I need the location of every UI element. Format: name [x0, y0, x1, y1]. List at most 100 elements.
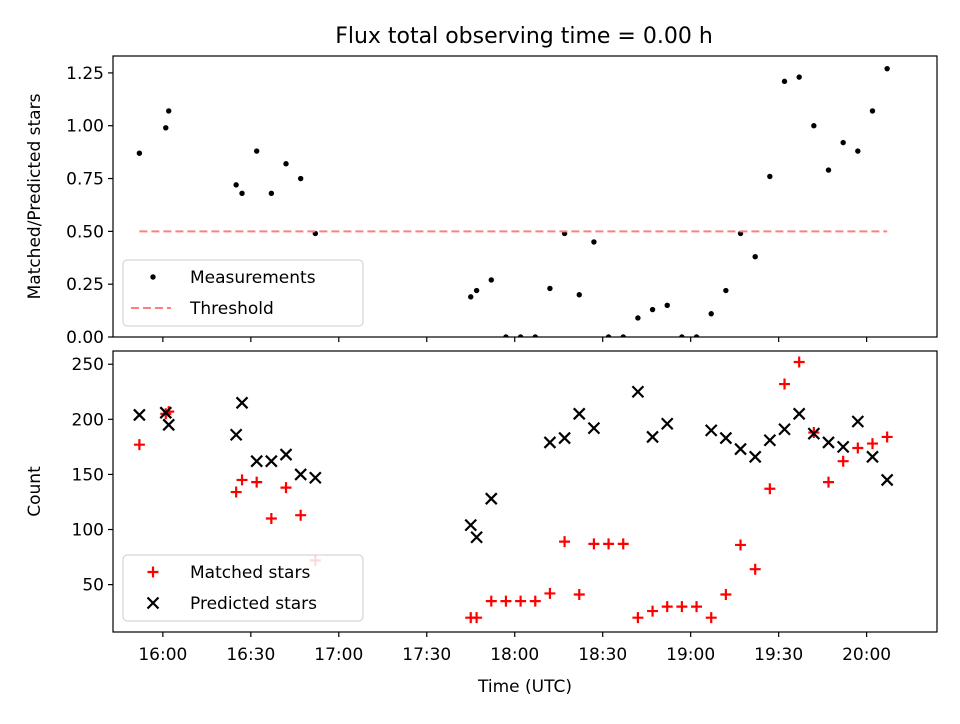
predicted-stars-point-7: [279, 448, 293, 461]
predicted-stars-point-6: [265, 454, 278, 468]
matched-stars-point-21: [617, 538, 629, 550]
matched-stars-point-28: [720, 589, 732, 601]
measurements-point-36: [840, 139, 846, 146]
legend-label: Measurements: [190, 268, 316, 288]
measurements-point-14: [517, 334, 524, 337]
predicted-stars-point-30: [851, 415, 865, 428]
matched-stars-point-26: [691, 601, 703, 613]
matched-stars-point-16: [544, 587, 556, 599]
x-tick-label: 18:00: [490, 645, 539, 665]
predicted-stars-point-31: [866, 450, 879, 464]
predicted-stars-point-32: [880, 473, 894, 487]
predicted-stars-point-14: [558, 431, 571, 445]
matched-stars-point-24: [661, 601, 673, 613]
matched-stars-point-25: [676, 601, 688, 613]
matched-stars-point-35: [823, 476, 835, 488]
plot-frame: [112, 55, 938, 338]
predicted-stars-point-21: [719, 431, 733, 445]
legend-label: Predicted stars: [190, 594, 317, 614]
predicted-stars-point-18: [646, 430, 659, 444]
legend-label: Threshold: [189, 299, 274, 319]
predicted-stars-point-27: [807, 427, 821, 440]
matched-stars-point-7: [280, 482, 292, 494]
measurements-point-20: [605, 334, 612, 337]
predicted-stars-point-22: [734, 442, 747, 456]
x-axis-label: Time (UTC): [477, 677, 572, 697]
matched-stars-point-23: [647, 605, 659, 617]
x-tick-label: 16:00: [138, 645, 187, 665]
legend-box: [122, 554, 364, 622]
legend: Matched stars Predicted stars: [122, 554, 364, 622]
measurements-point-7: [283, 161, 289, 167]
matched-stars-point-0: [133, 439, 145, 451]
matched-stars-point-37: [852, 442, 864, 454]
matched-stars-point-31: [764, 483, 776, 495]
measurements-point-25: [679, 334, 685, 337]
measurements-point-30: [752, 254, 758, 260]
matched-stars-point-13: [500, 595, 512, 607]
measurements-point-26: [693, 334, 700, 337]
measurements-point-18: [576, 292, 582, 298]
matched-stars-point-29: [735, 539, 747, 551]
measurements-point-22: [635, 315, 641, 321]
data-layer: [133, 356, 894, 624]
matched-stars-point-3: [230, 486, 242, 498]
predicted-stars-point-8: [294, 468, 307, 481]
measurements-point-11: [473, 287, 480, 294]
y-axis-label: Matched/Predicted stars: [25, 93, 45, 299]
ratio-panel: 0.00 0.25 0.50 0.75 1.00 1.25 Matched/Predicte…: [25, 55, 938, 348]
x-tick-label: 19:00: [666, 645, 715, 665]
measurements-point-2: [166, 108, 172, 114]
measurements-point-3: [233, 182, 239, 188]
measurements-point-15: [532, 334, 538, 337]
x-tick-label: 17:00: [314, 645, 363, 665]
measurements-point-1: [163, 125, 169, 131]
y-tick-label: 1.25: [66, 64, 104, 84]
measurements-point-10: [468, 294, 474, 300]
y-tick-label: 0.50: [66, 222, 104, 242]
predicted-stars-point-25: [778, 422, 791, 436]
x-tick-label: 18:30: [578, 645, 627, 665]
measurements-point-31: [767, 173, 773, 180]
count-panel: 50 100 150 200 250 16:00 16:30 17:00 17:30 18:00 1…: [25, 350, 938, 697]
matched-stars-point-6: [265, 512, 277, 524]
x-tick-label: 19:30: [754, 645, 803, 665]
predicted-stars-point-15: [572, 407, 586, 421]
matched-stars-point-30: [749, 563, 761, 575]
matched-stars-point-17: [559, 536, 571, 548]
matched-stars-point-38: [866, 438, 878, 450]
legend-box: [122, 259, 364, 327]
predicted-stars-point-29: [836, 440, 850, 454]
matched-stars-point-4: [236, 474, 248, 486]
matched-stars-point-14: [515, 595, 527, 607]
y-tick-label: 150: [72, 465, 104, 485]
predicted-stars-point-3: [229, 428, 243, 442]
predicted-stars-point-12: [485, 492, 498, 505]
matched-stars-point-11: [471, 612, 483, 624]
x-tick-label: 17:30: [402, 645, 451, 665]
y-tick-label: 50: [82, 576, 104, 596]
predicted-stars-point-11: [470, 530, 483, 544]
measurements-point-32: [781, 78, 788, 85]
y-tick-label: 0.75: [66, 170, 104, 190]
predicted-stars-point-1: [159, 406, 173, 419]
matched-stars-point-36: [837, 455, 849, 467]
predicted-stars-point-28: [822, 436, 835, 449]
matched-stars-point-19: [588, 538, 600, 550]
predicted-stars-point-10: [464, 518, 478, 532]
y-tick-label: 250: [72, 355, 104, 375]
y-tick-label: 200: [72, 410, 104, 430]
data-layer: [136, 65, 890, 337]
measurements-point-5: [253, 148, 260, 154]
predicted-stars-point-23: [748, 450, 762, 464]
predicted-stars-point-13: [543, 436, 557, 449]
measurements-point-24: [664, 302, 670, 309]
predicted-stars-point-2: [162, 418, 175, 432]
measurements-point-19: [591, 239, 597, 245]
y-tick-label: 100: [72, 521, 104, 541]
figure-title: Flux total observing time = 0.00 h: [335, 24, 713, 49]
measurements-point-35: [825, 167, 832, 173]
measurements-point-12: [488, 277, 494, 283]
y-tick-label: 0.00: [66, 328, 104, 348]
